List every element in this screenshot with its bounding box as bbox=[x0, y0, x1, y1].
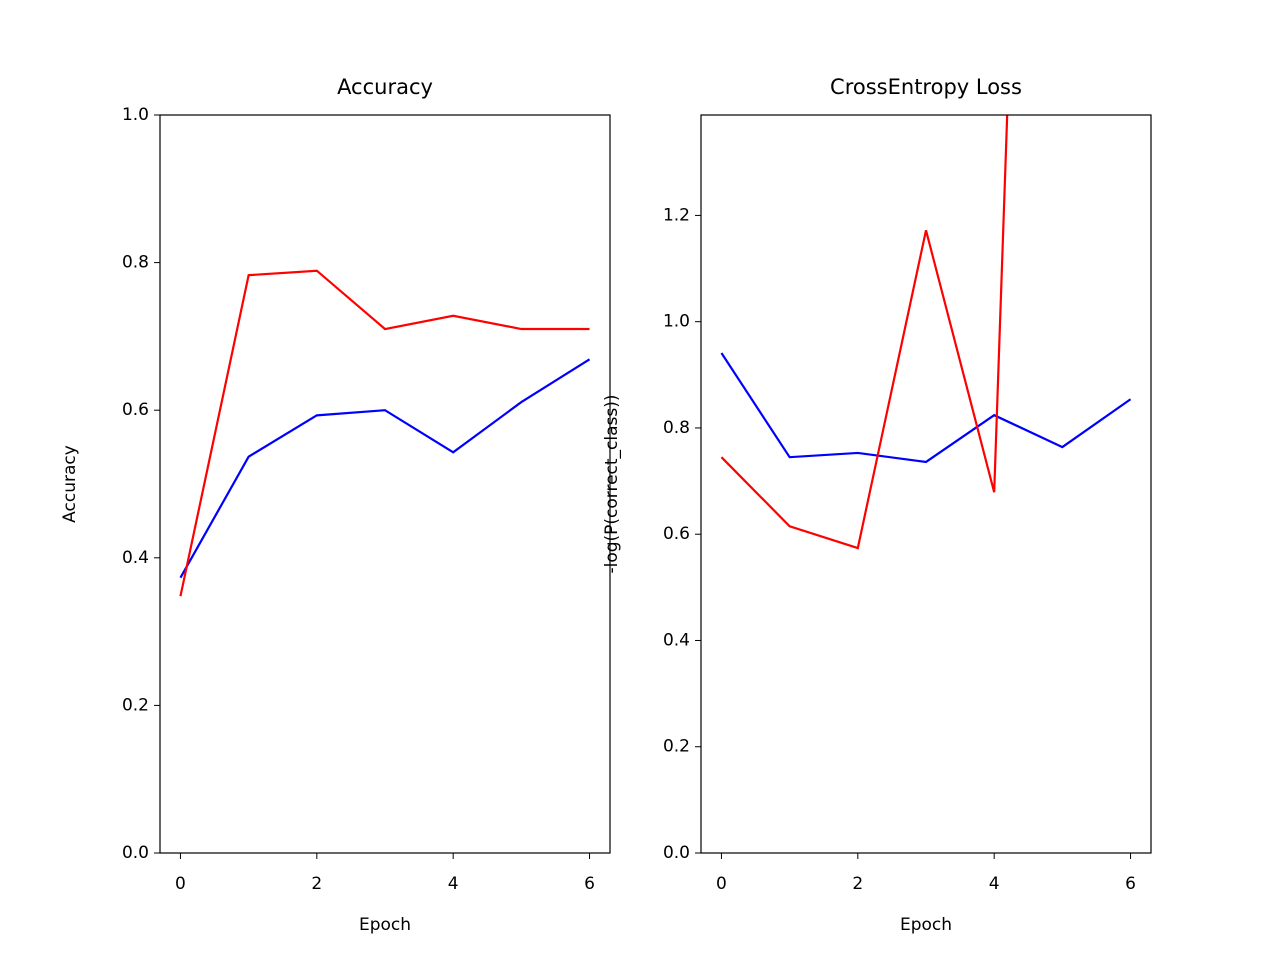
axes-frame bbox=[159, 114, 611, 854]
data-line bbox=[720, 115, 1009, 550]
x-tick-label: 6 bbox=[584, 874, 595, 894]
data-line bbox=[720, 352, 1132, 464]
y-tick-label: 0.6 bbox=[122, 400, 149, 420]
y-tick-label: 0.0 bbox=[663, 843, 690, 863]
axes-frame bbox=[700, 114, 1152, 854]
y-tick-label: 0.4 bbox=[122, 548, 149, 568]
x-axis-label: Epoch bbox=[900, 915, 952, 935]
chart-title: Accuracy bbox=[337, 75, 433, 99]
x-tick-label: 2 bbox=[311, 874, 322, 894]
y-tick-label: 0.6 bbox=[663, 524, 690, 544]
x-tick-label: 0 bbox=[716, 874, 727, 894]
y-tick-label: 1.0 bbox=[663, 312, 690, 332]
x-axis-label: Epoch bbox=[359, 915, 411, 935]
x-tick-label: 2 bbox=[852, 874, 863, 894]
plot-lines bbox=[179, 269, 591, 597]
data-line bbox=[179, 358, 591, 579]
chart-title: CrossEntropy Loss bbox=[830, 75, 1022, 99]
plot-lines bbox=[720, 115, 1132, 550]
y-tick-label: 0.0 bbox=[122, 843, 149, 863]
x-tick-label: 0 bbox=[175, 874, 186, 894]
y-axis-label: Accuracy bbox=[60, 445, 80, 523]
y-axis-label: -log(P(correct_class)) bbox=[602, 394, 622, 573]
x-tick-label: 6 bbox=[1125, 874, 1136, 894]
y-tick-label: 0.4 bbox=[663, 630, 690, 650]
y-tick-label: 0.2 bbox=[663, 737, 690, 757]
y-tick-label: 1.0 bbox=[122, 105, 149, 125]
y-tick-label: 1.2 bbox=[663, 205, 690, 225]
y-tick-label: 0.8 bbox=[663, 418, 690, 438]
y-tick-label: 0.2 bbox=[122, 695, 149, 715]
data-line bbox=[179, 269, 590, 597]
x-tick-label: 4 bbox=[989, 874, 1000, 894]
x-tick-label: 4 bbox=[448, 874, 459, 894]
y-tick-label: 0.8 bbox=[122, 253, 149, 273]
